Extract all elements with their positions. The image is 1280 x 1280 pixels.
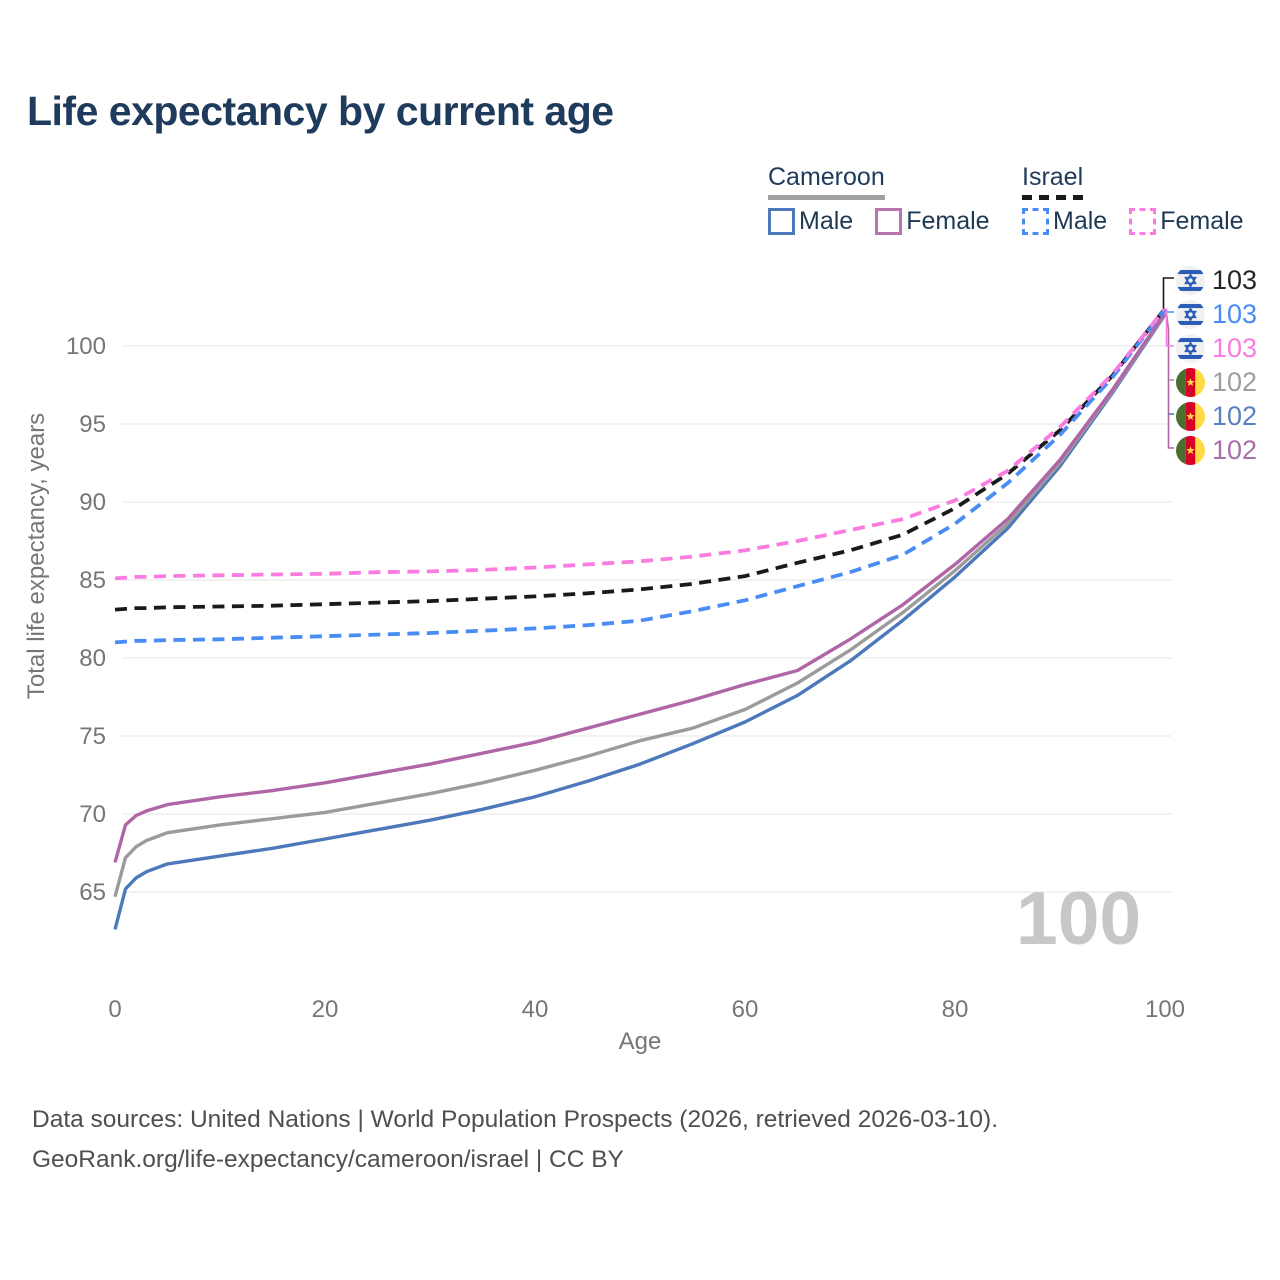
series-cameroon-male [113,313,1167,930]
legend-item-label: Female [906,207,990,235]
legend-item-label: Male [799,207,854,235]
legend-group-israel: Israel Male Female [1022,163,1266,236]
series-israel-both [114,307,1167,612]
cameroon-flag-icon [1176,367,1205,397]
legend-group-cameroon: Cameroon Male Female [768,163,1012,236]
svg-text:65: 65 [79,879,106,906]
watermark: 100 [1016,876,1141,960]
end-label-value: 103 [1212,332,1258,363]
legend-item-cameroon-female[interactable]: Female [875,207,990,236]
svg-text:95: 95 [79,411,106,438]
y-axis-title: Total life expectancy, years [23,413,50,699]
svg-text:20: 20 [312,996,339,1023]
end-label-value: 103 [1212,264,1258,295]
footer-data-sources: Data sources: United Nations | World Pop… [32,1106,999,1133]
cameroon-male-swatch-icon [768,208,795,235]
svg-text:85: 85 [79,567,106,594]
israel-flag-icon [1176,333,1205,363]
footer-attribution: GeoRank.org/life-expectancy/cameroon/isr… [32,1146,624,1173]
cameroon-female-swatch-icon [875,208,903,235]
end-label-row-cameroon-3: 102 [1176,365,1257,399]
svg-text:100: 100 [1145,996,1185,1023]
end-label-connectors [1162,277,1174,449]
legend-item-label: Male [1053,207,1108,235]
end-label-value: 102 [1212,434,1258,465]
end-label-value: 102 [1212,400,1258,431]
end-label-row-israel-0: 103 [1176,263,1257,297]
cameroon-flag-icon [1176,435,1205,465]
israel-flag-icon [1176,299,1205,329]
legend-country-cameroon[interactable]: Cameroon [768,163,885,200]
x-axis-title: Age [619,1028,662,1055]
y-axis-ticks: 65 70 75 80 85 90 95 100 [66,333,106,906]
israel-female-swatch-icon [1129,208,1157,235]
legend-item-cameroon-male[interactable]: Male [768,207,853,236]
series-israel-female [114,307,1167,581]
svg-text:0: 0 [108,996,121,1023]
svg-text:40: 40 [522,996,549,1023]
svg-text:60: 60 [732,996,759,1023]
end-label-row-israel-1: 103 [1176,297,1257,331]
svg-text:100: 100 [66,333,106,360]
svg-text:90: 90 [79,489,106,516]
end-label-row-cameroon-4: 102 [1176,399,1257,433]
legend-item-israel-female[interactable]: Female [1129,207,1244,236]
svg-text:75: 75 [79,723,106,750]
gridlines [122,345,1171,893]
legend-country-israel[interactable]: Israel [1022,163,1084,200]
cameroon-flag-icon [1176,401,1205,431]
svg-text:80: 80 [942,996,969,1023]
legend-item-label: Female [1160,207,1244,235]
svg-text:70: 70 [79,801,106,828]
end-labels: 103 103 103 102 [1176,263,1257,467]
end-label-value: 103 [1212,298,1258,329]
legend-item-israel-male[interactable]: Male [1022,207,1107,236]
end-label-row-israel-2: 103 [1176,331,1257,365]
end-label-row-cameroon-5: 102 [1176,433,1257,467]
israel-flag-icon [1176,265,1205,295]
series-cameroon-female [113,312,1167,863]
end-label-value: 102 [1212,366,1258,397]
series-israel-male [114,308,1167,645]
x-axis-ticks: 0 20 40 60 80 100 [108,996,1185,1023]
series-cameroon-both [113,313,1167,898]
svg-text:80: 80 [79,645,106,672]
israel-male-swatch-icon [1022,208,1049,235]
page-title: Life expectancy by current age [27,88,614,134]
